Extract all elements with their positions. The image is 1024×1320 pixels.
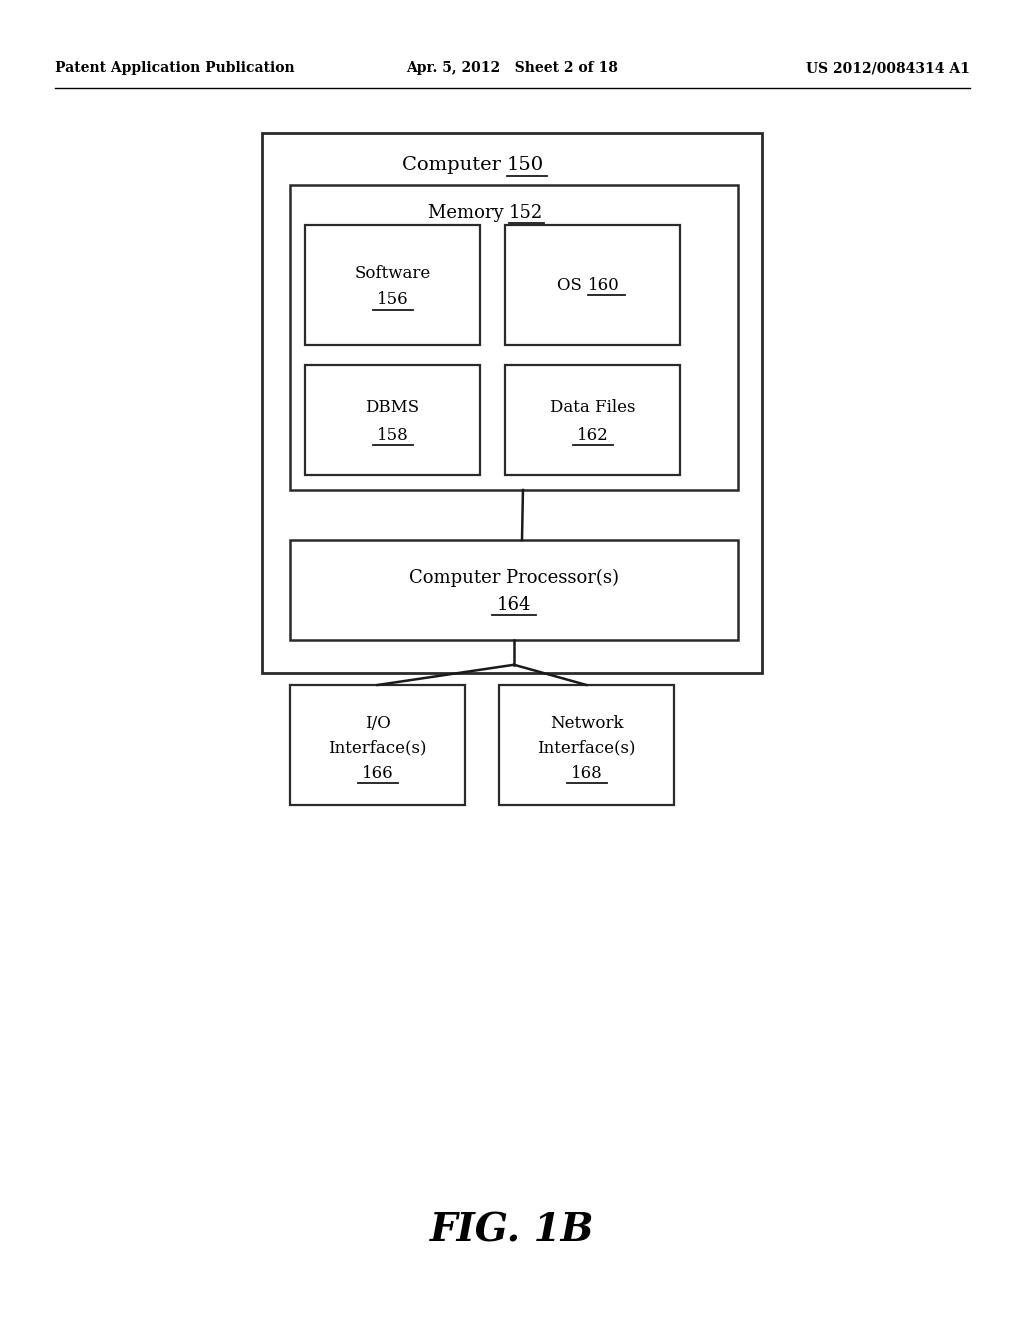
Bar <box>305 366 480 475</box>
Text: OS: OS <box>557 276 588 293</box>
Text: 152: 152 <box>509 205 544 222</box>
Text: Network: Network <box>550 714 624 731</box>
Bar <box>290 685 465 805</box>
Bar <box>262 133 762 673</box>
Text: Interface(s): Interface(s) <box>538 739 636 756</box>
Text: 156: 156 <box>377 292 409 309</box>
Bar <box>505 224 680 345</box>
Text: 168: 168 <box>570 764 602 781</box>
Text: Apr. 5, 2012   Sheet 2 of 18: Apr. 5, 2012 Sheet 2 of 18 <box>407 61 617 75</box>
Bar <box>290 540 738 640</box>
Text: US 2012/0084314 A1: US 2012/0084314 A1 <box>806 61 970 75</box>
Text: 158: 158 <box>377 426 409 444</box>
Text: Interface(s): Interface(s) <box>329 739 427 756</box>
Bar <box>290 185 738 490</box>
Text: I/O: I/O <box>365 714 390 731</box>
Text: Data Files: Data Files <box>550 400 635 417</box>
Text: DBMS: DBMS <box>366 400 420 417</box>
Text: 150: 150 <box>507 156 544 174</box>
Text: Memory: Memory <box>428 205 509 222</box>
Text: Patent Application Publication: Patent Application Publication <box>55 61 295 75</box>
Text: 162: 162 <box>577 426 608 444</box>
Text: FIG. 1B: FIG. 1B <box>430 1210 594 1249</box>
Bar <box>505 366 680 475</box>
Bar <box>499 685 674 805</box>
Text: Computer Processor(s): Computer Processor(s) <box>409 569 618 587</box>
Text: Computer: Computer <box>401 156 507 174</box>
Bar <box>305 224 480 345</box>
Text: Software: Software <box>354 264 431 281</box>
Text: 164: 164 <box>497 597 531 614</box>
Text: 166: 166 <box>361 764 393 781</box>
Text: 160: 160 <box>588 276 620 293</box>
